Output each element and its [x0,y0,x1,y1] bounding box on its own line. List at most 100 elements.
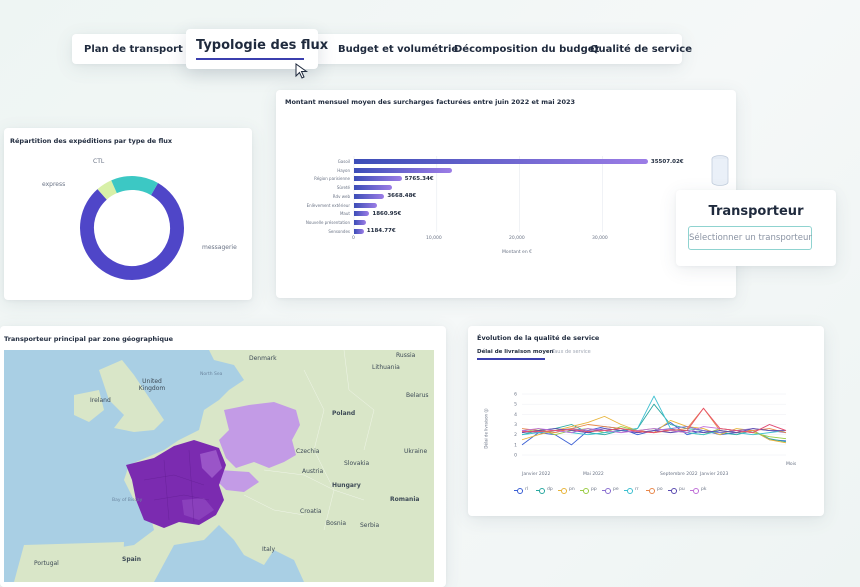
tab-decomposition-du-budget[interactable]: Décomposition du budget [454,44,600,55]
quality-line-chart: 0 1 2 3 4 5 6 [514,392,787,459]
bar-value-label: 35507.02€ [650,158,684,165]
map-label-portugal: Portugal [34,560,59,567]
map-label-bosnia: Bosnia [326,520,347,527]
bar-category-label: Nouvelle présentation [305,219,350,225]
card-title: Répartition des expéditions par type de … [10,137,173,145]
map-label-romania: Romania [390,496,420,503]
carrier-map[interactable]: Denmark Lithuania Russia United Kingdom … [4,350,434,582]
surcharges-card: Montant mensuel moyen des surcharges fac… [276,90,736,298]
bar-category-label: Hayon [337,167,350,173]
donut-slice-ctl[interactable] [71,167,194,290]
bar[interactable] [354,202,378,208]
x-tick-zero: 0 [352,236,355,241]
legend-label[interactable]: pp [591,487,597,492]
map-label-poland: Poland [332,410,356,417]
database-icon [711,155,729,186]
bar[interactable] [354,159,648,164]
bar[interactable] [354,219,367,225]
map-label-denmark: Denmark [249,355,277,362]
bar-value-label: 1860.95€ [372,210,402,217]
legend-marker [538,487,545,494]
legend-label[interactable]: rl [525,487,529,492]
legend-marker [560,487,567,494]
tab-taux-de-service[interactable]: Taux de service [552,349,591,355]
legend-label[interactable]: dp [547,487,553,492]
tab-plan-de-transport[interactable]: Plan de transport [84,44,183,55]
map-label-slovakia: Slovakia [344,460,370,467]
tab-qualite-de-service[interactable]: Qualité de service [590,44,693,55]
bar-category-label: Maut [339,211,350,217]
bar-chart: Gasoil 35507.02€ Hayon Région parisienne 576… [276,90,736,298]
tab-typologie-des-flux[interactable]: Typologie des flux [186,29,328,69]
active-tab-indicator [477,358,545,360]
bar-value-label: 3668.48€ [387,193,417,200]
legend-label[interactable]: pu [679,487,685,492]
map-label-hungary: Hungary [332,482,361,489]
bar-category-label: Enlèvement extérieur [306,202,350,208]
y-tick-label: 6 [514,392,517,398]
donut-label-express: express [42,181,66,188]
legend-marker [648,487,655,494]
y-tick-label: 0 [514,453,517,459]
map-label-bay-of-biscay: Bay of Biscay [112,498,143,503]
x-tick-label: 10,000 [426,236,442,241]
tab-typologie-des-flux-label: Typologie des flux [196,38,329,53]
transporteur-filter-card: Transporteur Sélectionner un transporteu… [676,190,836,266]
map-label-united-kingdom: United Kingdom [138,378,166,392]
legend-label[interactable]: pk [701,487,707,492]
card-title: Évolution de la qualité de service [477,334,600,342]
map-label-austria: Austria [302,468,324,475]
series-line-dp[interactable] [521,403,787,443]
bar-value-label: 1184.77€ [366,228,396,235]
legend-label[interactable]: pe [613,487,619,492]
map-label-serbia: Serbia [360,522,380,529]
bar[interactable] [354,228,364,234]
europe-map-shapes [14,350,434,582]
bar[interactable] [354,193,385,199]
legend-label[interactable]: rr [635,487,639,492]
series-line-extra[interactable] [522,407,787,434]
bar-category-label: Rdv web [332,193,350,199]
bar[interactable] [354,211,370,217]
bar-category-label: Gasoil [337,159,350,164]
y-axis-label: Délai de livraison (j) [483,408,489,449]
bar-value-label: 5765.34€ [404,175,434,182]
transporteur-select[interactable]: Sélectionner un transporteur [688,226,812,250]
y-tick-label: 4 [514,412,517,418]
navigation-tabs: Plan de transport Budget et volumétrie D… [72,34,692,64]
bar[interactable] [354,176,402,182]
donut-chart [71,167,194,290]
map-label-belarus: Belarus [406,392,429,399]
map-label-italy: Italy [262,546,276,553]
tab-delai-livraison[interactable]: Délai de livraison moyen [477,349,554,355]
map-label-czechia: Czechia [296,448,320,455]
map-label-north-sea: North Sea [200,372,223,377]
tab-budget-et-volumetrie[interactable]: Budget et volumétrie [338,44,459,55]
map-label-lithuania: Lithuania [372,364,400,371]
x-tick-label: Mai 2022 [583,472,604,477]
bar[interactable] [354,185,393,191]
active-tab-indicator [196,58,304,60]
bar[interactable] [354,167,452,173]
y-tick-label: 3 [514,422,517,428]
x-tick-label: Mois [786,462,797,467]
map-label-croatia: Croatia [300,508,322,515]
y-tick-label: 5 [514,402,517,408]
legend-marker [604,487,611,494]
bar-category-label: Région parisienne [314,176,350,182]
bar-category-label: Sûreté [336,185,350,191]
flux-type-card: Répartition des expéditions par type de … [4,128,252,300]
legend-marker [516,487,523,494]
x-axis-label: Montant en € [502,250,532,255]
x-tick-label: 20,000 [509,236,525,241]
legend-marker [582,487,589,494]
x-tick-label: Janvier 2022 [522,472,551,477]
legend-marker [670,487,677,494]
card-title: Transporteur principal par zone géograph… [4,335,174,343]
donut-label-messagerie: messagerie [202,244,237,251]
donut-label-ctl: CTL [93,158,105,165]
legend-label[interactable]: po [657,487,663,492]
legend-label[interactable]: pn [569,487,575,492]
map-label-ireland: Ireland [90,397,111,404]
y-tick-label: 2 [514,432,517,438]
